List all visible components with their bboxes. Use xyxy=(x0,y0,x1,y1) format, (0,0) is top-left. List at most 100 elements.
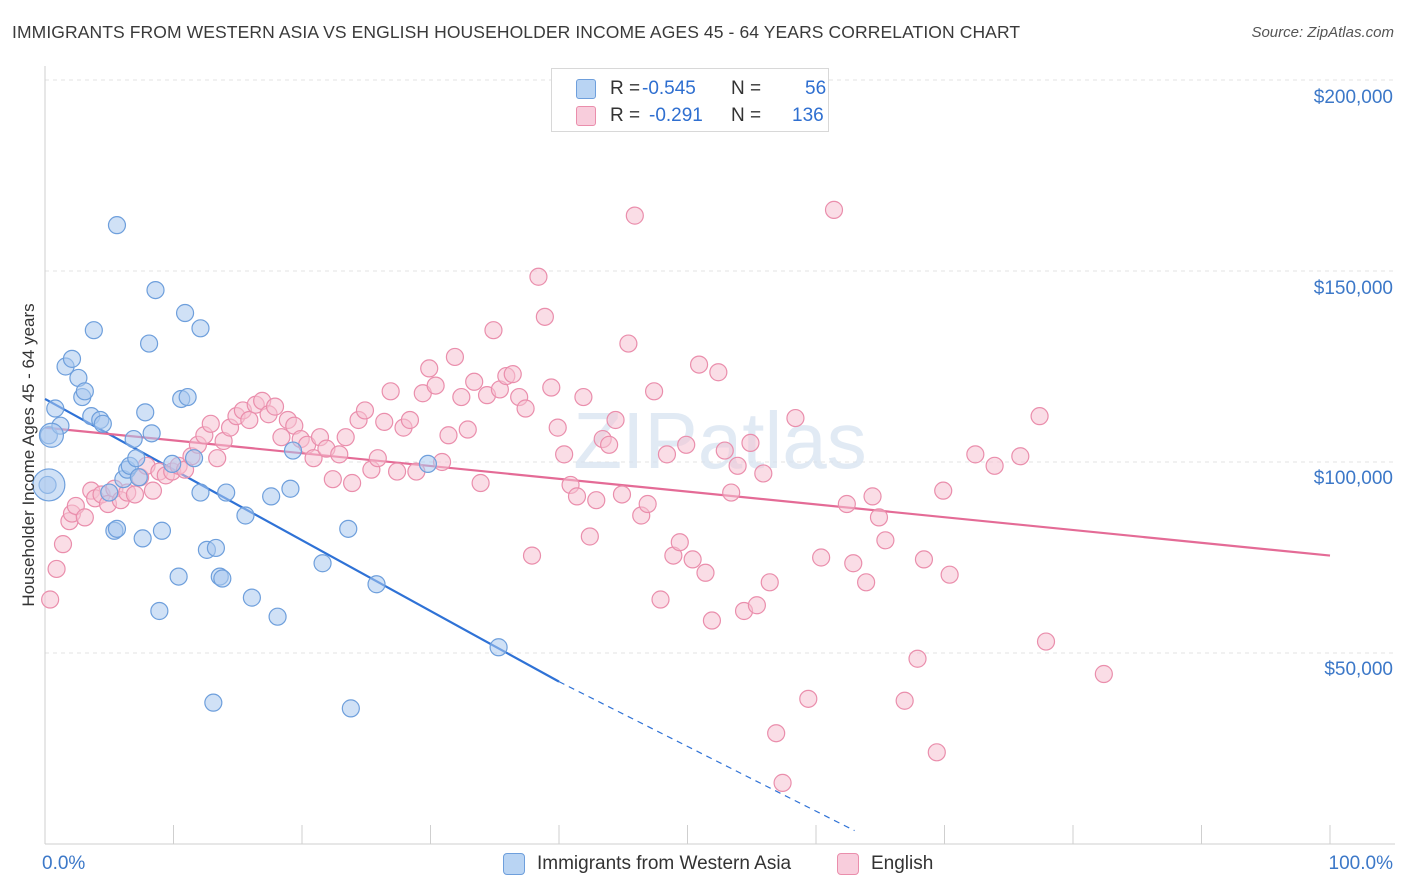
english-point xyxy=(41,590,60,609)
english-point xyxy=(908,649,927,668)
english-point xyxy=(201,414,220,433)
english-point xyxy=(125,485,145,504)
english-point xyxy=(799,689,818,708)
western-asia-point xyxy=(213,569,232,588)
english-point xyxy=(304,449,323,468)
english-point xyxy=(600,435,619,454)
western-asia-point xyxy=(281,479,300,498)
x-tick-label-min: 0.0% xyxy=(42,853,86,874)
english-point xyxy=(728,456,747,475)
english-point xyxy=(484,321,503,340)
western-asia-point xyxy=(142,424,161,443)
english-point xyxy=(895,691,914,710)
english-point xyxy=(336,428,355,447)
legend-r-value: -0.291 xyxy=(649,105,703,126)
english-point xyxy=(465,372,484,391)
western-asia-point xyxy=(191,319,210,338)
english-point xyxy=(606,410,625,430)
english-point xyxy=(812,548,831,567)
english-point xyxy=(208,449,227,468)
english-point xyxy=(857,573,876,592)
series-western-asia-points xyxy=(32,216,508,718)
western-asia-point xyxy=(93,414,112,433)
english-point xyxy=(75,508,94,527)
western-asia-point xyxy=(124,429,143,449)
english-point xyxy=(439,426,458,445)
western-asia-point xyxy=(169,567,188,586)
english-point xyxy=(773,773,792,792)
western-asia-point xyxy=(127,449,146,468)
english-point xyxy=(343,473,362,493)
legend-n-label: N = xyxy=(731,78,762,99)
watermark: ZIPatlas xyxy=(573,396,866,485)
english-point xyxy=(754,464,773,483)
legend-r-label: R = xyxy=(610,78,641,99)
western-asia-point xyxy=(283,441,303,460)
english-point xyxy=(670,533,689,552)
western-asia-point xyxy=(163,454,182,474)
western-asia-point xyxy=(191,483,210,502)
english-point xyxy=(625,206,644,225)
legend-r-label: R = xyxy=(610,105,641,126)
western-asia-point xyxy=(150,601,169,621)
english-point xyxy=(330,445,349,464)
english-point xyxy=(548,418,567,437)
western-asia-point xyxy=(242,588,261,607)
western-asia-trend-extension xyxy=(558,681,855,832)
english-point xyxy=(542,378,561,397)
western-asia-point xyxy=(489,638,508,657)
western-asia-point xyxy=(217,483,236,502)
western-asia-point xyxy=(100,483,119,502)
english-point xyxy=(747,596,766,615)
english-point xyxy=(837,494,856,514)
english-point xyxy=(555,445,574,464)
english-point xyxy=(760,573,779,592)
english-point xyxy=(580,527,599,546)
english-point xyxy=(452,387,471,407)
western-asia-point xyxy=(313,554,332,573)
western-asia-point-large xyxy=(38,422,65,448)
western-asia-point xyxy=(46,399,65,418)
y-axis-label: Householder Income Ages 45 - 64 years xyxy=(19,303,38,607)
english-point xyxy=(824,200,844,219)
western-asia-point xyxy=(107,519,127,538)
legend-swatch-pink xyxy=(576,106,596,126)
english-point xyxy=(702,611,722,630)
x-tick-label-max: 100.0% xyxy=(1328,853,1393,874)
bottom-legend-label: Immigrants from Western Asia xyxy=(537,853,792,874)
western-asia-point xyxy=(184,449,204,468)
english-point xyxy=(786,408,805,428)
english-point xyxy=(355,401,375,420)
western-asia-point xyxy=(129,468,148,487)
english-point xyxy=(375,412,394,431)
english-point xyxy=(1094,664,1113,684)
english-point xyxy=(927,743,946,762)
english-point xyxy=(966,445,985,464)
western-asia-point xyxy=(175,303,195,323)
bottom-legend-label: English xyxy=(871,853,934,874)
english-point xyxy=(240,410,259,430)
western-asia-point xyxy=(236,506,255,525)
english-point xyxy=(934,481,953,500)
english-point xyxy=(709,363,728,382)
english-point xyxy=(619,334,638,353)
western-asia-point xyxy=(62,349,82,368)
western-asia-point xyxy=(75,382,94,401)
bottom-legend-swatch-pink xyxy=(837,853,859,875)
english-point xyxy=(381,382,400,401)
western-asia-point xyxy=(339,519,358,538)
western-asia-point xyxy=(178,387,197,407)
english-point xyxy=(323,470,342,489)
y-tick-label: $150,000 xyxy=(1313,278,1393,299)
english-point xyxy=(677,435,696,454)
english-trend-line xyxy=(44,426,1331,557)
english-point xyxy=(574,387,593,407)
english-point xyxy=(914,550,934,569)
english-point xyxy=(368,449,387,468)
english-point xyxy=(143,481,163,500)
english-point xyxy=(587,491,606,510)
legend-r-value: -0.545 xyxy=(642,78,696,99)
english-point xyxy=(657,445,677,464)
western-asia-point xyxy=(152,521,172,540)
western-asia-point xyxy=(341,699,360,718)
